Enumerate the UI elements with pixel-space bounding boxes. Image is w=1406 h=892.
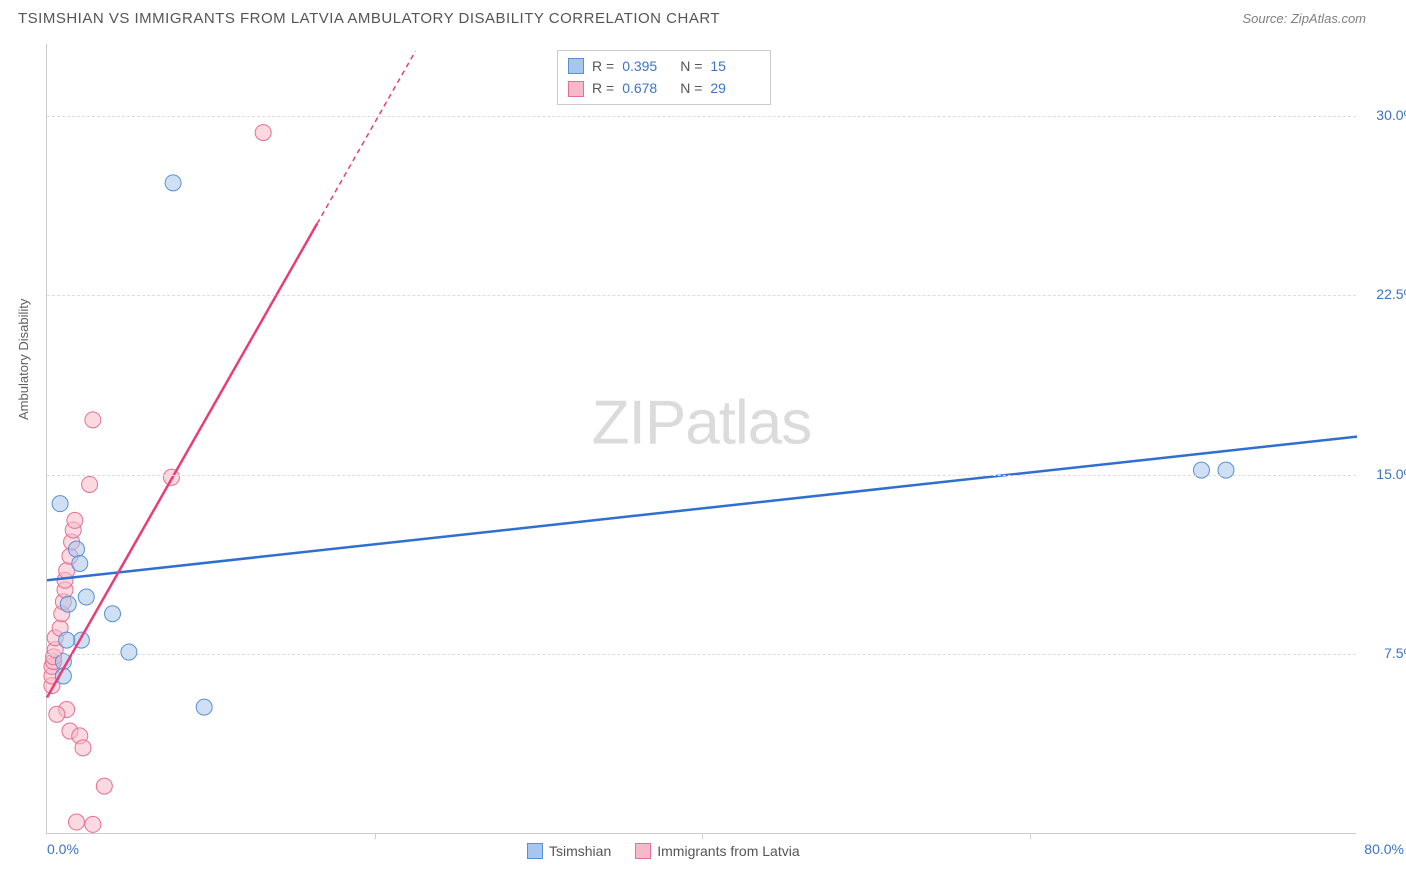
gridline [47, 654, 1356, 655]
data-point [75, 740, 91, 756]
header-bar: TSIMSHIAN VS IMMIGRANTS FROM LATVIA AMBU… [0, 0, 1406, 35]
data-point [255, 125, 271, 141]
data-point [72, 555, 88, 571]
gridline [47, 475, 1356, 476]
n-value-latvia: 29 [710, 77, 760, 99]
x-tick-mark [375, 833, 376, 839]
r-label: R = [592, 55, 614, 77]
y-tick-label: 30.0% [1361, 107, 1406, 123]
swatch-latvia [568, 81, 584, 97]
data-point [165, 175, 181, 191]
n-label: N = [680, 77, 702, 99]
chart-plot-area: ZIPatlas R = 0.395 N = 15 R = 0.678 N = … [46, 44, 1356, 834]
n-value-tsimshian: 15 [710, 55, 760, 77]
x-tick-mark [1030, 833, 1031, 839]
legend-label-tsimshian: Tsimshian [549, 843, 611, 859]
y-tick-label: 15.0% [1361, 466, 1406, 482]
y-axis-label: Ambulatory Disability [16, 299, 31, 420]
gridline [47, 116, 1356, 117]
stats-legend: R = 0.395 N = 15 R = 0.678 N = 29 [557, 50, 771, 105]
data-point [85, 816, 101, 832]
y-tick-label: 7.5% [1361, 645, 1406, 661]
gridline [47, 295, 1356, 296]
data-point [68, 541, 84, 557]
r-value-tsimshian: 0.395 [622, 55, 672, 77]
data-point [96, 778, 112, 794]
data-point [82, 476, 98, 492]
data-point [78, 589, 94, 605]
data-point [49, 706, 65, 722]
x-tick-mark [702, 833, 703, 839]
swatch-tsimshian [568, 58, 584, 74]
stats-row-tsimshian: R = 0.395 N = 15 [568, 55, 760, 77]
data-point [67, 512, 83, 528]
legend-item-latvia: Immigrants from Latvia [635, 843, 799, 859]
data-point [52, 496, 68, 512]
legend-swatch-tsimshian [527, 843, 543, 859]
data-point [105, 606, 121, 622]
x-tick-min: 0.0% [47, 841, 79, 857]
r-label: R = [592, 77, 614, 99]
trend-line [47, 437, 1357, 581]
stats-row-latvia: R = 0.678 N = 29 [568, 77, 760, 99]
data-point [196, 699, 212, 715]
legend-item-tsimshian: Tsimshian [527, 843, 611, 859]
n-label: N = [680, 55, 702, 77]
data-point [60, 596, 76, 612]
source-label: Source: ZipAtlas.com [1242, 11, 1366, 26]
y-tick-label: 22.5% [1361, 286, 1406, 302]
r-value-latvia: 0.678 [622, 77, 672, 99]
plot-svg [47, 44, 1356, 833]
bottom-legend: Tsimshian Immigrants from Latvia [527, 843, 800, 859]
legend-swatch-latvia [635, 843, 651, 859]
data-point [59, 632, 75, 648]
data-point [121, 644, 137, 660]
data-point [68, 814, 84, 830]
legend-label-latvia: Immigrants from Latvia [657, 843, 799, 859]
chart-title: TSIMSHIAN VS IMMIGRANTS FROM LATVIA AMBU… [18, 10, 720, 27]
x-tick-max: 80.0% [1364, 841, 1404, 857]
trend-line [317, 51, 415, 223]
data-point [85, 412, 101, 428]
